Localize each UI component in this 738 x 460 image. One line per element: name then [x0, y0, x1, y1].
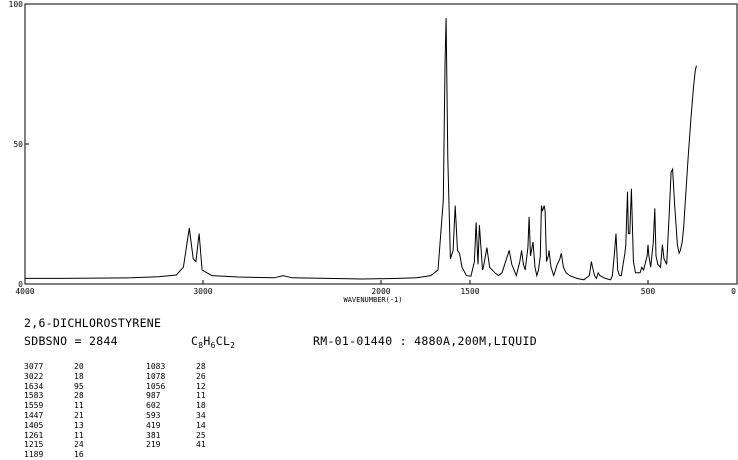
peak-wavenumber: 1634 — [24, 381, 44, 391]
y-axis-ticks: 100 50 0 — [9, 0, 29, 289]
peak-row: 1634 95 — [24, 382, 104, 392]
peak-transmittance: 26 — [196, 371, 206, 381]
peak-row: 381 25 — [146, 431, 226, 441]
peak-wavenumber: 1078 — [146, 371, 166, 381]
compound-name: 2,6-DICHLOROSTYRENE — [24, 316, 162, 330]
x-tick-label: 4000 — [15, 287, 34, 296]
measurement-info: RM-01-01440 : 4880A,200M,LIQUID — [313, 334, 537, 348]
peak-transmittance: 16 — [74, 450, 84, 460]
peak-row: 1189 16 — [24, 450, 104, 460]
sdbs-number: SDBSNO = 2844 — [24, 334, 118, 348]
peak-wavenumber: 1447 — [24, 410, 44, 420]
peak-wavenumber: 1261 — [24, 430, 44, 440]
peak-wavenumber: 1056 — [146, 381, 166, 391]
peak-row: 3022 18 — [24, 372, 104, 382]
x-axis-label: WAVENUMBER(-1) — [343, 296, 402, 304]
peak-wavenumber: 1189 — [24, 450, 44, 460]
peak-row: 419 14 — [146, 421, 226, 431]
molecular-formula: C8H6CL2 — [191, 334, 236, 350]
peak-transmittance: 95 — [74, 381, 84, 391]
peak-row: 1583 28 — [24, 391, 104, 401]
peak-row: 1056 12 — [146, 382, 226, 392]
peak-transmittance: 11 — [196, 391, 206, 401]
peak-row: 3077 20 — [24, 362, 104, 372]
peak-wavenumber: 3022 — [24, 371, 44, 381]
peak-wavenumber: 1215 — [24, 440, 44, 450]
peak-wavenumber: 602 — [146, 401, 161, 411]
x-tick-label: 1500 — [460, 287, 479, 296]
peak-row: 1261 11 — [24, 431, 104, 441]
peak-wavenumber: 1083 — [146, 362, 166, 371]
peak-transmittance: 34 — [196, 410, 206, 420]
peak-wavenumber: 419 — [146, 420, 161, 430]
peak-row: 602 18 — [146, 401, 226, 411]
peak-row: 987 11 — [146, 391, 226, 401]
peak-row: 1215 24 — [24, 440, 104, 450]
peak-transmittance: 21 — [74, 410, 84, 420]
peak-transmittance: 20 — [74, 362, 84, 371]
peak-wavenumber: 1583 — [24, 391, 44, 401]
peak-wavenumber: 3077 — [24, 362, 44, 371]
peak-wavenumber: 381 — [146, 430, 161, 440]
peak-transmittance: 28 — [74, 391, 84, 401]
peak-transmittance: 11 — [74, 401, 84, 411]
peak-wavenumber: 1559 — [24, 401, 44, 411]
x-tick-label: 0 — [731, 287, 736, 296]
plot-frame — [24, 3, 738, 285]
peak-table-left: 3077 20 3022 18 1634 95 1583 28 1559 11 1447 21 1405… — [24, 362, 104, 460]
peak-row: 1447 21 — [24, 411, 104, 421]
y-tick-label: 100 — [9, 0, 24, 9]
peak-row: 593 34 — [146, 411, 226, 421]
x-tick-label: 500 — [641, 287, 656, 296]
peak-transmittance: 18 — [196, 401, 206, 411]
x-tick-label: 2000 — [371, 287, 390, 296]
peak-wavenumber: 1405 — [24, 420, 44, 430]
peak-transmittance: 25 — [196, 430, 206, 440]
peak-row: 1078 26 — [146, 372, 226, 382]
y-tick-label: 0 — [18, 280, 23, 289]
x-axis-ticks: 4000 3000 2000 1500 500 0 — [15, 280, 738, 296]
peak-table-right: 1083 28 1078 26 1056 12 987 11 602 18 593 34 419 14 38… — [146, 362, 226, 450]
peak-row: 219 41 — [146, 440, 226, 450]
peak-row: 1405 13 — [24, 421, 104, 431]
peak-transmittance: 18 — [74, 371, 84, 381]
spectrum-line — [25, 17, 697, 281]
peak-transmittance: 11 — [74, 430, 84, 440]
peak-transmittance: 13 — [74, 420, 84, 430]
peak-wavenumber: 219 — [146, 440, 161, 450]
peak-row: 1559 11 — [24, 401, 104, 411]
peak-wavenumber: 593 — [146, 410, 161, 420]
peak-row: 1083 28 — [146, 362, 226, 372]
peak-wavenumber: 987 — [146, 391, 161, 401]
peak-transmittance: 12 — [196, 381, 206, 391]
peak-transmittance: 41 — [196, 440, 206, 450]
peak-transmittance: 28 — [196, 362, 206, 371]
y-tick-label: 50 — [13, 140, 23, 149]
x-tick-label: 3000 — [193, 287, 212, 296]
peak-transmittance: 24 — [74, 440, 84, 450]
peak-transmittance: 14 — [196, 420, 206, 430]
